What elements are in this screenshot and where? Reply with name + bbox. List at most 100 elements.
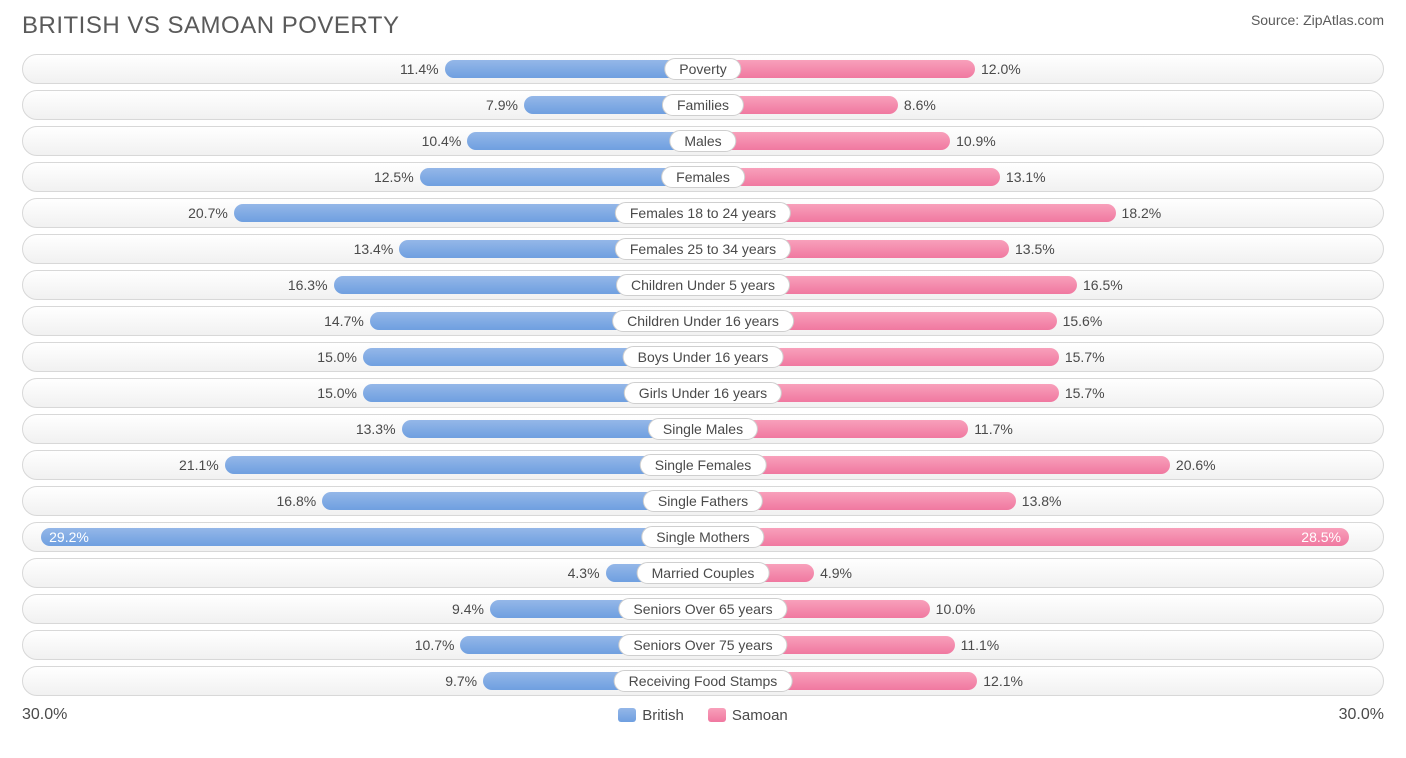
chart-row: 21.1%20.6%Single Females bbox=[22, 450, 1384, 480]
chart-row: 15.0% 15.7% Girls Under 16 years bbox=[22, 378, 1384, 408]
left-half: 21.1% bbox=[23, 451, 703, 479]
value-right: 15.7% bbox=[1065, 349, 1105, 365]
left-half: 15.0% bbox=[23, 379, 703, 407]
chart-row: 11.4%12.0%Poverty bbox=[22, 54, 1384, 84]
bar-right: 10.9% bbox=[703, 132, 950, 150]
value-right: 16.5% bbox=[1083, 277, 1123, 293]
category-label: Single Fathers bbox=[643, 490, 763, 512]
value-right: 10.9% bbox=[956, 133, 996, 149]
bar-left: 29.2% bbox=[41, 528, 703, 546]
value-left: 15.0% bbox=[317, 349, 357, 365]
value-right: 15.6% bbox=[1063, 313, 1103, 329]
category-label: Children Under 16 years bbox=[612, 310, 794, 332]
value-right: 28.5% bbox=[1301, 529, 1341, 545]
right-half: 13.8% bbox=[703, 487, 1383, 515]
value-left: 10.4% bbox=[422, 133, 462, 149]
chart-footer: 30.0% British Samoan 30.0% bbox=[22, 706, 1384, 724]
bar-right: 20.6% bbox=[703, 456, 1170, 474]
chart-row: 16.3% 16.5% Children Under 5 years bbox=[22, 270, 1384, 300]
source-name: ZipAtlas.com bbox=[1303, 12, 1384, 28]
left-half: 10.7% bbox=[23, 631, 703, 659]
bar-left: 10.4% bbox=[467, 132, 703, 150]
value-right: 4.9% bbox=[820, 565, 852, 581]
value-right: 20.6% bbox=[1176, 457, 1216, 473]
bar-left: 21.1% bbox=[225, 456, 703, 474]
chart-row: 20.7%18.2%Females 18 to 24 years bbox=[22, 198, 1384, 228]
legend-swatch-right bbox=[708, 708, 726, 722]
right-half: 13.1% bbox=[703, 163, 1383, 191]
category-label: Married Couples bbox=[637, 562, 770, 584]
value-left: 9.4% bbox=[452, 601, 484, 617]
chart-row: 9.7%12.1%Receiving Food Stamps bbox=[22, 666, 1384, 696]
chart-row: 12.5%13.1%Females bbox=[22, 162, 1384, 192]
value-right: 10.0% bbox=[936, 601, 976, 617]
category-label: Single Mothers bbox=[641, 526, 764, 548]
chart-row: 16.8% 13.8% Single Fathers bbox=[22, 486, 1384, 516]
legend: British Samoan bbox=[618, 707, 788, 724]
left-half: 11.4% bbox=[23, 55, 703, 83]
left-half: 9.4% bbox=[23, 595, 703, 623]
chart-source: Source: ZipAtlas.com bbox=[1251, 12, 1384, 28]
category-label: Girls Under 16 years bbox=[624, 382, 782, 404]
category-label: Single Males bbox=[648, 418, 758, 440]
value-right: 15.7% bbox=[1065, 385, 1105, 401]
left-half: 9.7% bbox=[23, 667, 703, 695]
value-left: 11.4% bbox=[400, 61, 439, 77]
value-left: 4.3% bbox=[568, 565, 600, 581]
value-right: 12.1% bbox=[983, 673, 1023, 689]
left-half: 14.7% bbox=[23, 307, 703, 335]
value-left: 21.1% bbox=[179, 457, 219, 473]
legend-label-right: Samoan bbox=[732, 707, 788, 724]
axis-right-max: 30.0% bbox=[1339, 706, 1384, 724]
value-left: 16.8% bbox=[277, 493, 317, 509]
value-right: 11.7% bbox=[974, 421, 1013, 437]
right-half: 11.7% bbox=[703, 415, 1383, 443]
left-half: 16.3% bbox=[23, 271, 703, 299]
right-half: 10.9% bbox=[703, 127, 1383, 155]
right-half: 12.1% bbox=[703, 667, 1383, 695]
left-half: 4.3% bbox=[23, 559, 703, 587]
value-left: 20.7% bbox=[188, 205, 228, 221]
bar-right: 28.5% bbox=[703, 528, 1349, 546]
value-left: 9.7% bbox=[445, 673, 477, 689]
chart-header: BRITISH VS SAMOAN POVERTY Source: ZipAtl… bbox=[22, 12, 1384, 40]
chart-row: 10.7% 11.1% Seniors Over 75 years bbox=[22, 630, 1384, 660]
chart-row: 14.7% 15.6% Children Under 16 years bbox=[22, 306, 1384, 336]
bar-right: 13.1% bbox=[703, 168, 1000, 186]
right-half: 10.0% bbox=[703, 595, 1383, 623]
value-left: 7.9% bbox=[486, 97, 518, 113]
chart-row: 4.3% 4.9% Married Couples bbox=[22, 558, 1384, 588]
value-right: 13.1% bbox=[1006, 169, 1046, 185]
left-half: 13.3% bbox=[23, 415, 703, 443]
right-half: 4.9% bbox=[703, 559, 1383, 587]
value-left: 16.3% bbox=[288, 277, 328, 293]
value-right: 13.5% bbox=[1015, 241, 1055, 257]
right-half: 20.6% bbox=[703, 451, 1383, 479]
right-half: 28.5% bbox=[703, 523, 1383, 551]
category-label: Females 25 to 34 years bbox=[615, 238, 791, 260]
chart-row: 29.2% 28.5% Single Mothers bbox=[22, 522, 1384, 552]
axis-left-max: 30.0% bbox=[22, 706, 67, 724]
category-label: Children Under 5 years bbox=[616, 274, 790, 296]
value-right: 13.8% bbox=[1022, 493, 1062, 509]
left-half: 10.4% bbox=[23, 127, 703, 155]
right-half: 15.6% bbox=[703, 307, 1383, 335]
value-right: 11.1% bbox=[961, 637, 1000, 653]
category-label: Females bbox=[661, 166, 745, 188]
category-label: Seniors Over 75 years bbox=[618, 634, 787, 656]
chart-row: 13.4%13.5%Females 25 to 34 years bbox=[22, 234, 1384, 264]
value-right: 8.6% bbox=[904, 97, 936, 113]
value-left: 13.3% bbox=[356, 421, 396, 437]
category-label: Males bbox=[669, 130, 736, 152]
legend-swatch-left bbox=[618, 708, 636, 722]
right-half: 11.1% bbox=[703, 631, 1383, 659]
left-half: 16.8% bbox=[23, 487, 703, 515]
value-left: 29.2% bbox=[49, 529, 89, 545]
chart-title: BRITISH VS SAMOAN POVERTY bbox=[22, 12, 399, 40]
left-half: 7.9% bbox=[23, 91, 703, 119]
category-label: Females 18 to 24 years bbox=[615, 202, 791, 224]
category-label: Families bbox=[662, 94, 744, 116]
value-left: 14.7% bbox=[324, 313, 364, 329]
source-prefix: Source: bbox=[1251, 12, 1303, 28]
left-half: 20.7% bbox=[23, 199, 703, 227]
